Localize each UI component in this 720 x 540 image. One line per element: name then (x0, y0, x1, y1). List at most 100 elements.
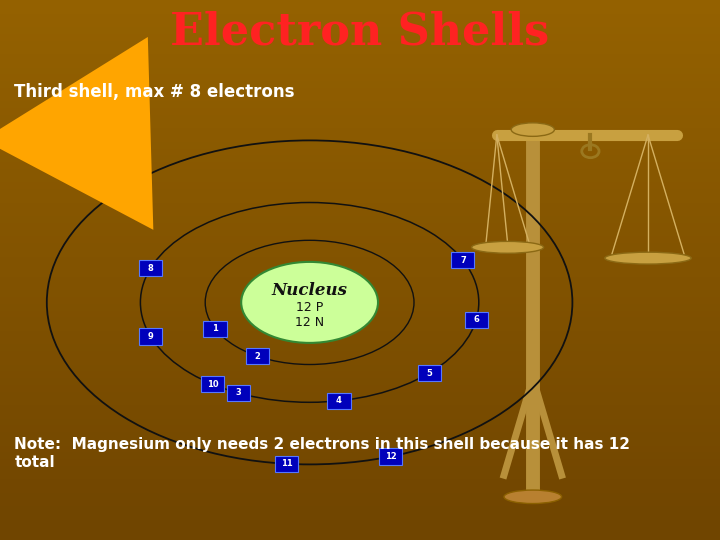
Bar (0, 115, 720, 122)
Text: 11: 11 (281, 460, 292, 468)
Bar (0, 480, 720, 486)
Bar (0, 243, 720, 249)
Bar (0, 338, 720, 345)
Bar (0, 162, 720, 168)
Bar (0, 357, 720, 364)
Bar (0, 249, 720, 256)
Bar (0, 534, 720, 540)
Bar (0, 297, 720, 303)
FancyBboxPatch shape (139, 328, 162, 345)
Bar (0, 0, 720, 6)
Bar (0, 102, 720, 108)
Bar (0, 128, 720, 135)
FancyBboxPatch shape (328, 393, 351, 409)
Bar (0, 33, 720, 40)
Text: 12 N: 12 N (295, 316, 324, 329)
Bar (0, 87, 720, 94)
Bar (0, 202, 720, 209)
Text: Nucleus: Nucleus (271, 282, 348, 299)
Bar (0, 453, 720, 459)
Bar (0, 263, 720, 270)
Ellipse shape (504, 490, 562, 503)
Bar (0, 189, 720, 195)
Text: Third shell, max # 8 electrons: Third shell, max # 8 electrons (14, 83, 295, 101)
Bar (0, 94, 720, 102)
Bar (0, 195, 720, 202)
Bar (0, 40, 720, 47)
Bar (0, 513, 720, 519)
Text: 9: 9 (148, 332, 153, 341)
Bar (0, 351, 720, 357)
Text: 10: 10 (207, 380, 218, 389)
Bar (0, 426, 720, 432)
Bar (0, 222, 720, 230)
Ellipse shape (605, 252, 691, 264)
Bar (0, 291, 720, 297)
Bar (0, 237, 720, 243)
Bar (0, 330, 720, 338)
Text: 7: 7 (460, 255, 466, 265)
Bar (0, 405, 720, 411)
FancyBboxPatch shape (451, 252, 474, 268)
Text: 8: 8 (148, 264, 153, 273)
Bar (0, 74, 720, 81)
FancyBboxPatch shape (418, 365, 441, 381)
Bar (0, 399, 720, 405)
Bar (0, 486, 720, 492)
Text: Note:  Magnesium only needs 2 electrons in this shell because it has 12
total: Note: Magnesium only needs 2 electrons i… (14, 437, 631, 470)
Text: 6: 6 (473, 315, 480, 324)
Bar (0, 256, 720, 263)
Bar (0, 108, 720, 115)
Ellipse shape (472, 241, 544, 253)
Text: 12 P: 12 P (296, 301, 323, 314)
Bar (0, 148, 720, 156)
Bar (0, 345, 720, 351)
Bar (0, 284, 720, 291)
FancyBboxPatch shape (275, 456, 298, 472)
FancyBboxPatch shape (379, 448, 402, 464)
Ellipse shape (241, 262, 378, 343)
Bar (0, 378, 720, 384)
Bar (0, 54, 720, 60)
Bar (0, 183, 720, 189)
FancyBboxPatch shape (464, 312, 487, 328)
Bar (0, 384, 720, 391)
Bar (0, 438, 720, 445)
Bar (0, 411, 720, 418)
Bar (0, 209, 720, 216)
Bar (0, 507, 720, 513)
Bar (0, 446, 720, 453)
Bar (0, 135, 720, 141)
Text: Electron Shells: Electron Shells (171, 11, 549, 54)
Ellipse shape (511, 123, 554, 137)
Bar (0, 324, 720, 330)
Text: 12: 12 (385, 452, 397, 461)
Bar (0, 81, 720, 87)
Bar (0, 141, 720, 149)
Text: 2: 2 (254, 352, 261, 361)
Bar (0, 418, 720, 426)
Bar (0, 392, 720, 399)
Bar (0, 492, 720, 500)
Bar (0, 60, 720, 68)
Bar (0, 472, 720, 480)
Bar (0, 230, 720, 237)
FancyBboxPatch shape (139, 260, 162, 276)
Bar (0, 432, 720, 438)
Bar (0, 156, 720, 162)
Bar (0, 47, 720, 54)
Bar (0, 276, 720, 284)
Bar (0, 270, 720, 276)
Bar (0, 176, 720, 183)
Bar (0, 6, 720, 14)
Text: 1: 1 (212, 324, 218, 333)
Bar (0, 27, 720, 33)
FancyBboxPatch shape (204, 321, 227, 337)
FancyBboxPatch shape (201, 376, 224, 393)
Text: 4: 4 (336, 396, 342, 406)
Bar (0, 372, 720, 378)
Bar (0, 310, 720, 317)
FancyBboxPatch shape (246, 348, 269, 364)
Bar (0, 519, 720, 526)
Bar (0, 303, 720, 310)
